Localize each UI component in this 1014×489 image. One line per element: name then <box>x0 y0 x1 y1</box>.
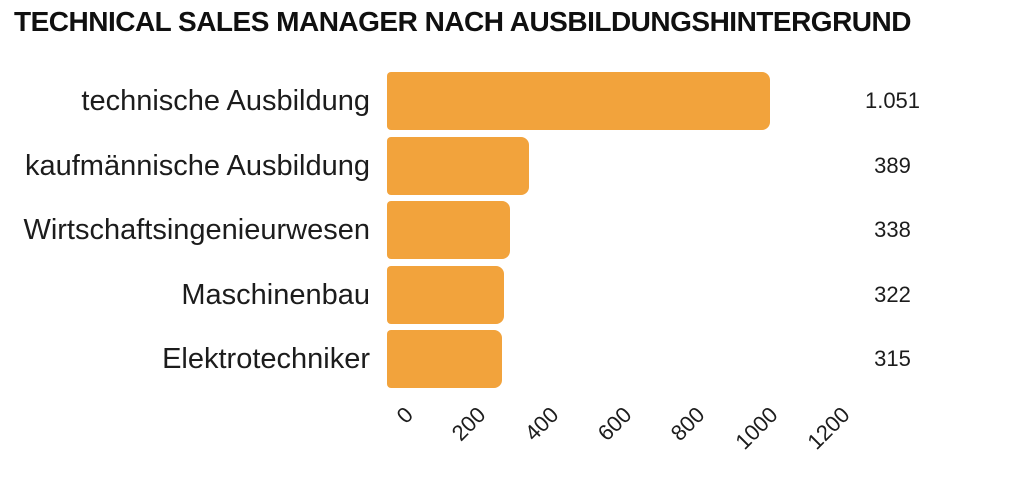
plot-area: technische Ausbildung 1.051 kaufmännische … <box>0 72 1014 392</box>
chart-title: TECHNICAL SALES MANAGER NACH AUSBILDUNGS… <box>14 6 911 37</box>
category-label: Wirtschaftsingenieurwesen <box>23 214 370 246</box>
x-tick-label: 600 <box>592 402 637 446</box>
bar <box>387 330 502 388</box>
chart-row: technische Ausbildung 1.051 <box>0 72 1014 130</box>
value-label: 1.051 <box>864 88 921 113</box>
category-label: technische Ausbildung <box>81 85 370 117</box>
category-label: Maschinenbau <box>181 278 370 311</box>
category-label: kaufmännische Ausbildung <box>24 149 370 182</box>
value-label: 315 <box>874 346 911 371</box>
category-label: Elektrotechniker <box>162 343 370 375</box>
bar <box>387 136 529 195</box>
x-tick-label: 1200 <box>802 402 856 455</box>
chart-row: kaufmännische Ausbildung 389 <box>0 136 1014 195</box>
x-tick-label: 1000 <box>729 402 783 455</box>
value-label: 322 <box>874 281 911 307</box>
chart-row: Wirtschaftsingenieurwesen 338 <box>0 201 1014 259</box>
chart-row: Maschinenbau 322 <box>0 265 1014 324</box>
x-tick-label: 400 <box>519 402 564 446</box>
x-tick-label: 800 <box>665 402 710 446</box>
x-tick-label: 200 <box>446 402 491 446</box>
bar <box>387 201 511 259</box>
chart-row: Elektrotechniker 315 <box>0 330 1014 388</box>
bar <box>387 265 505 324</box>
x-tick-label: 0 <box>391 402 418 429</box>
bar <box>387 72 771 130</box>
value-label: 389 <box>874 152 911 178</box>
value-label: 338 <box>874 217 911 242</box>
